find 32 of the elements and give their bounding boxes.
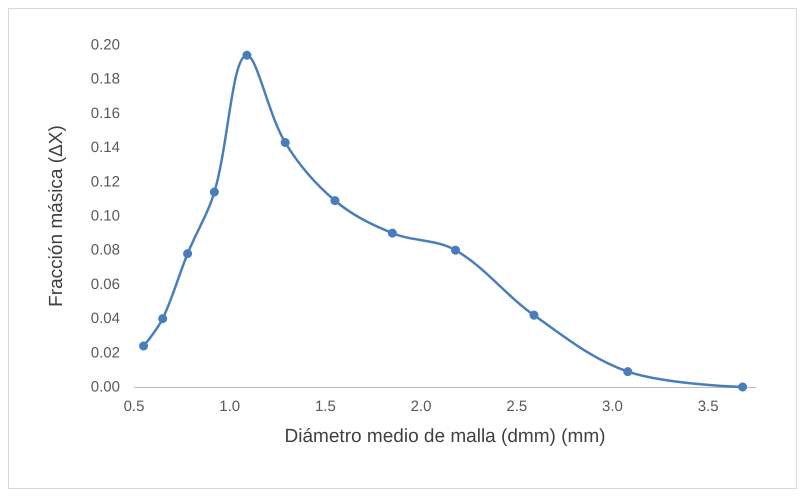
y-tick-label: 0.12	[90, 173, 120, 190]
x-tick-label: 2.5	[506, 398, 528, 415]
point	[158, 314, 168, 324]
y-tick-label: 0.06	[90, 276, 120, 293]
y-tick-label: 0.02	[90, 344, 120, 362]
point	[280, 138, 290, 147]
point	[242, 50, 252, 60]
x-tick-label: 2.0	[410, 398, 432, 415]
point	[139, 341, 148, 350]
x-axis-title: Diámetro medio de malla (dmm) (mm)	[284, 426, 606, 447]
y-tick-label: 0.16	[90, 104, 120, 122]
x-tick-label: 0.5	[124, 398, 144, 415]
point	[210, 188, 219, 197]
x-tick-label: 1.5	[314, 398, 336, 415]
point	[623, 367, 632, 376]
x-tick-label: 1.0	[219, 398, 240, 415]
y-tick-label: 0.14	[90, 139, 120, 156]
x-tick-label: 3.0	[602, 398, 623, 415]
y-tick-label: 0.20	[90, 36, 120, 54]
x-tick-label: 3.5	[698, 398, 719, 415]
point	[530, 310, 538, 320]
y-tick-label: 0.00	[90, 378, 120, 396]
point	[388, 228, 397, 238]
y-tick-label: 0.04	[90, 310, 120, 328]
y-tick-label: 0.08	[90, 242, 120, 259]
point	[183, 249, 192, 258]
y-tick-label: 0.18	[90, 70, 120, 88]
point	[451, 246, 460, 255]
y-axis-title: Fracción másica (ΔX)	[46, 125, 67, 307]
point	[330, 196, 340, 206]
point	[738, 382, 748, 392]
y-tick-label: 0.10	[90, 208, 120, 224]
